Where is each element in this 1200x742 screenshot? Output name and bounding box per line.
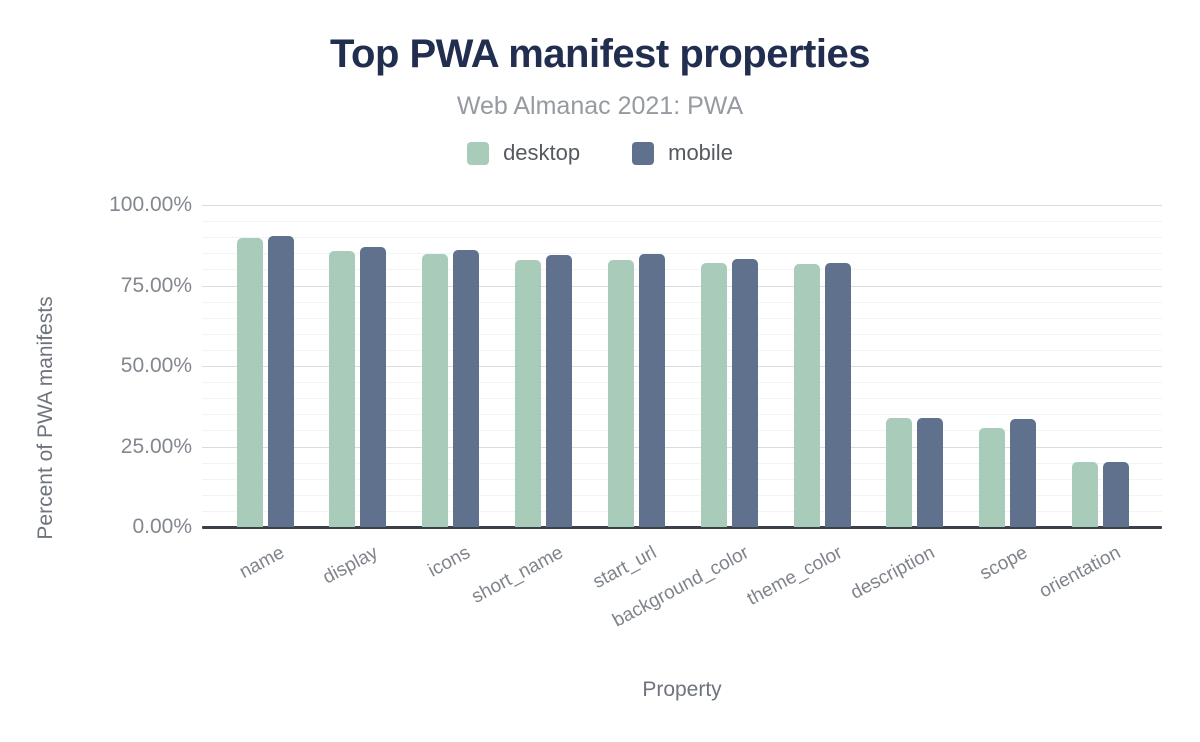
- gridline-major: [202, 285, 1162, 287]
- x-axis-label-orientation: orientation: [1035, 542, 1125, 603]
- y-axis-tick-label: 50.00%: [120, 354, 192, 377]
- bar-mobile-name[interactable]: [267, 235, 294, 527]
- plot-area: name display icons short_name start_url backg…: [202, 205, 1162, 632]
- legend-item-mobile[interactable]: mobile: [632, 140, 733, 166]
- bar-mobile-orientation[interactable]: [1103, 461, 1130, 527]
- bar-mobile-short_name[interactable]: [546, 254, 573, 527]
- chart-subtitle: Web Almanac 2021: PWA: [456, 92, 744, 120]
- bar-desktop-description[interactable]: [886, 418, 913, 527]
- gridline-minor: [202, 494, 1162, 496]
- bar-mobile-display[interactable]: [360, 246, 387, 527]
- legend-label-mobile: mobile: [668, 140, 733, 165]
- gridline-minor: [202, 317, 1162, 319]
- legend-label-desktop: desktop: [503, 140, 581, 165]
- bar-desktop-short_name[interactable]: [515, 259, 542, 527]
- x-axis-label-theme_color: theme_color: [743, 542, 846, 610]
- x-axis-label-start_url: start_url: [589, 542, 660, 593]
- bar-mobile-start_url[interactable]: [638, 254, 665, 527]
- gridline-minor: [202, 478, 1162, 480]
- gridline-minor: [202, 430, 1162, 432]
- gridline-minor: [202, 398, 1162, 400]
- gridline-minor: [202, 510, 1162, 512]
- bar-mobile-description[interactable]: [917, 417, 944, 527]
- bar-mobile-theme_color[interactable]: [824, 262, 851, 527]
- gridline-minor: [202, 382, 1162, 384]
- y-axis-title: Percent of PWA manifests: [34, 296, 57, 540]
- bar-mobile-background_color[interactable]: [731, 258, 758, 527]
- gridline-minor: [202, 237, 1162, 239]
- bar-desktop-background_color[interactable]: [700, 262, 727, 527]
- bar-desktop-name[interactable]: [236, 238, 263, 527]
- bar-desktop-theme_color[interactable]: [793, 264, 820, 527]
- bar-desktop-icons[interactable]: [422, 253, 449, 527]
- y-axis-tick-label: 25.00%: [120, 434, 192, 458]
- chart-title: Top PWA manifest properties: [330, 32, 870, 76]
- gridline-minor: [202, 414, 1162, 416]
- gridline-minor: [202, 301, 1162, 303]
- gridline-minor: [202, 269, 1162, 271]
- bar-desktop-display[interactable]: [329, 250, 356, 527]
- desktop-swatch-icon: [467, 141, 490, 165]
- gridline-major: [202, 366, 1162, 367]
- bar-desktop-orientation[interactable]: [1072, 462, 1099, 527]
- bar-mobile-scope[interactable]: [1010, 419, 1037, 527]
- legend-item-desktop[interactable]: desktop: [467, 140, 580, 166]
- gridline-major: [202, 205, 1162, 206]
- bar-desktop-start_url[interactable]: [607, 260, 634, 527]
- x-axis-label-icons: icons: [425, 542, 475, 582]
- bar-desktop-scope[interactable]: [979, 427, 1006, 527]
- gridline-minor: [202, 462, 1162, 464]
- gridline-minor: [202, 221, 1162, 223]
- mobile-swatch-icon: [632, 141, 655, 165]
- bar-mobile-icons[interactable]: [453, 250, 480, 527]
- x-axis-title: Property: [642, 678, 722, 701]
- gridline-major: [202, 446, 1162, 448]
- gridline-minor: [202, 253, 1162, 255]
- x-axis-label-display: display: [319, 542, 382, 589]
- y-axis-tick-label: 0.00%: [132, 515, 192, 538]
- legend: desktop mobile: [0, 140, 1200, 166]
- gridline-minor: [202, 349, 1162, 351]
- x-axis-label-short_name: short_name: [468, 542, 567, 608]
- x-axis-line: [202, 526, 1162, 529]
- x-axis-label-description: description: [847, 542, 939, 604]
- x-axis-label-name: name: [236, 542, 289, 583]
- y-axis-tick-label: 100.00%: [109, 193, 192, 216]
- gridline-minor: [202, 333, 1162, 335]
- x-axis-label-scope: scope: [976, 542, 1032, 585]
- y-axis-tick-label: 75.00%: [120, 273, 192, 297]
